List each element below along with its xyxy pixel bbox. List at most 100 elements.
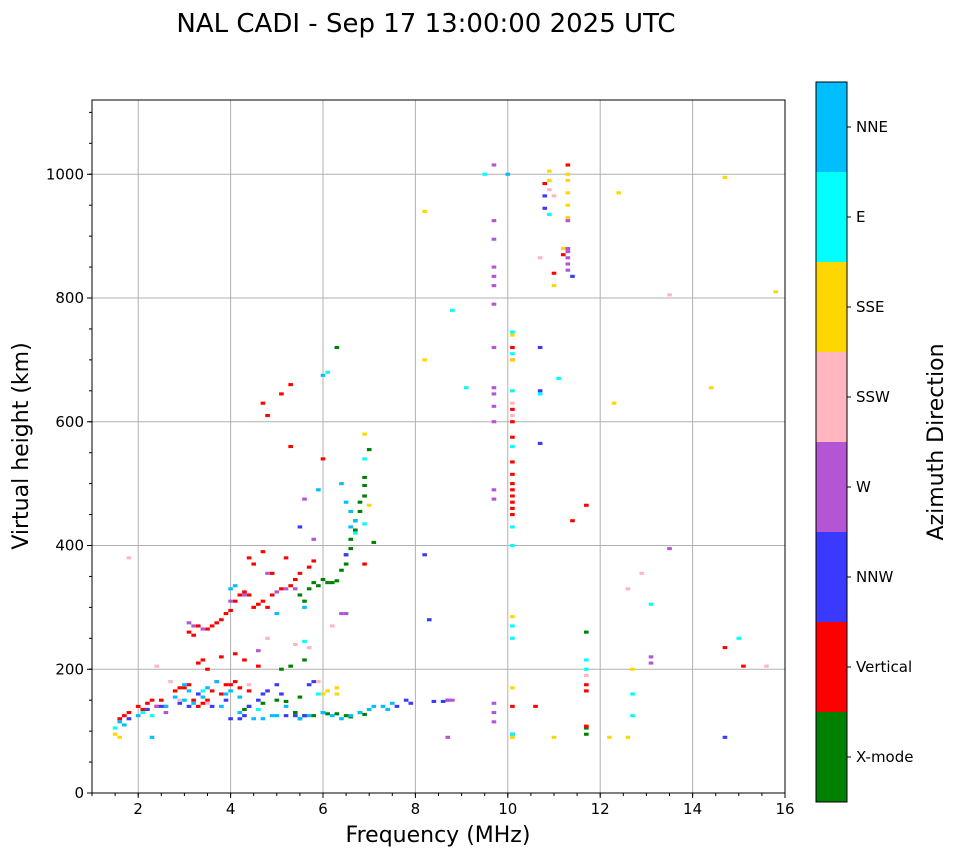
data-point-w <box>186 621 192 625</box>
data-point-w <box>491 219 497 223</box>
data-point-x-mode <box>362 475 367 479</box>
data-point-x-mode <box>357 509 363 514</box>
data-point-nne <box>205 686 210 690</box>
data-point-nne <box>237 695 243 699</box>
data-point-sse <box>625 735 631 739</box>
data-point-w <box>491 237 497 241</box>
data-point-nne <box>191 701 196 705</box>
y-tick-label: 400 <box>55 537 84 555</box>
data-point-nnw <box>186 704 192 708</box>
data-point-e <box>584 667 589 671</box>
data-point-e <box>200 689 206 693</box>
data-point-nne <box>380 704 386 708</box>
data-point-vertical <box>191 698 196 702</box>
data-point-vertical <box>228 683 233 687</box>
data-point-nne <box>329 714 335 718</box>
data-point-sse <box>362 432 367 436</box>
data-point-ssw <box>205 701 210 705</box>
data-point-vertical <box>186 683 192 687</box>
data-point-e <box>463 386 469 390</box>
data-point-nne <box>371 704 377 708</box>
data-point-nne <box>505 172 511 176</box>
data-point-nne <box>348 525 354 529</box>
data-point-x-mode <box>279 667 284 671</box>
data-point-vertical <box>242 658 247 662</box>
data-point-w <box>491 711 497 715</box>
data-point-e <box>140 711 146 715</box>
data-point-nnw <box>256 698 261 702</box>
data-point-vertical <box>223 612 229 616</box>
data-point-nnw <box>343 553 349 557</box>
data-point-nne <box>228 689 233 693</box>
colorbar-label-nne: NNE <box>856 118 888 136</box>
data-point-x-mode <box>348 547 354 551</box>
data-point-ssw <box>329 624 335 628</box>
x-tick-label: 8 <box>411 800 421 818</box>
data-point-vertical <box>551 271 557 275</box>
data-point-nne <box>232 584 238 588</box>
data-point-nnw <box>302 714 307 718</box>
data-point-w <box>311 537 317 541</box>
data-point-nnw <box>403 698 409 702</box>
data-point-w <box>274 590 280 594</box>
data-point-w <box>491 265 497 269</box>
data-point-sse <box>773 290 779 294</box>
data-point-x-mode <box>242 707 247 712</box>
data-point-e <box>630 692 635 696</box>
data-point-vertical <box>186 630 192 634</box>
x-tick-label: 4 <box>226 800 236 818</box>
data-point-x-mode <box>362 712 367 716</box>
x-tick-label: 12 <box>591 800 610 818</box>
data-point-w <box>292 587 298 591</box>
data-point-nne <box>357 711 363 715</box>
y-tick-label: 600 <box>55 413 84 431</box>
data-point-ssw <box>639 571 645 575</box>
data-point-nne <box>339 482 344 486</box>
data-point-vertical <box>510 506 515 510</box>
data-point-vertical <box>200 658 206 662</box>
data-point-x-mode <box>297 593 303 597</box>
x-tick-label: 2 <box>133 800 143 818</box>
data-point-nnw <box>537 389 543 393</box>
data-point-sse <box>565 203 571 207</box>
data-point-vertical <box>279 587 284 591</box>
data-point-vertical <box>242 590 247 594</box>
data-point-x-mode <box>311 581 317 585</box>
data-point-vertical <box>251 605 257 609</box>
data-point-e <box>302 639 307 643</box>
data-point-nne <box>274 714 280 718</box>
data-point-x-mode <box>334 712 340 716</box>
data-point-ssw <box>126 556 132 560</box>
data-point-vertical <box>510 513 515 517</box>
data-point-nnw <box>537 441 543 445</box>
data-point-vertical <box>117 717 123 721</box>
data-point-vertical <box>584 503 589 507</box>
data-point-e <box>362 457 367 461</box>
data-point-w <box>283 587 289 591</box>
data-point-vertical <box>195 661 201 665</box>
y-tick-label: 200 <box>55 660 84 678</box>
data-point-w <box>256 649 261 653</box>
data-point-sse <box>112 732 118 736</box>
data-point-vertical <box>584 689 589 693</box>
data-point-nnw <box>306 683 312 687</box>
data-point-nnw <box>242 714 247 718</box>
x-tick-label: 10 <box>498 800 517 818</box>
data-point-e <box>316 692 321 696</box>
data-point-vertical <box>149 698 155 702</box>
data-point-x-mode <box>311 714 317 718</box>
data-point-vertical <box>228 608 233 613</box>
data-point-nne <box>348 509 354 514</box>
data-point-sse <box>565 178 571 182</box>
data-point-w <box>565 268 571 272</box>
data-point-w <box>154 704 159 708</box>
data-point-nnw <box>279 692 284 696</box>
data-point-nnw <box>440 699 446 703</box>
data-point-e <box>510 543 515 548</box>
colorbar: X-mode Vertical NNW W SSW SSE E NNE <box>815 81 913 803</box>
data-point-e <box>630 714 635 718</box>
data-point-vertical <box>292 577 298 582</box>
data-point-nne <box>117 720 123 724</box>
data-point-nne <box>251 717 257 721</box>
data-point-sse <box>325 689 330 693</box>
